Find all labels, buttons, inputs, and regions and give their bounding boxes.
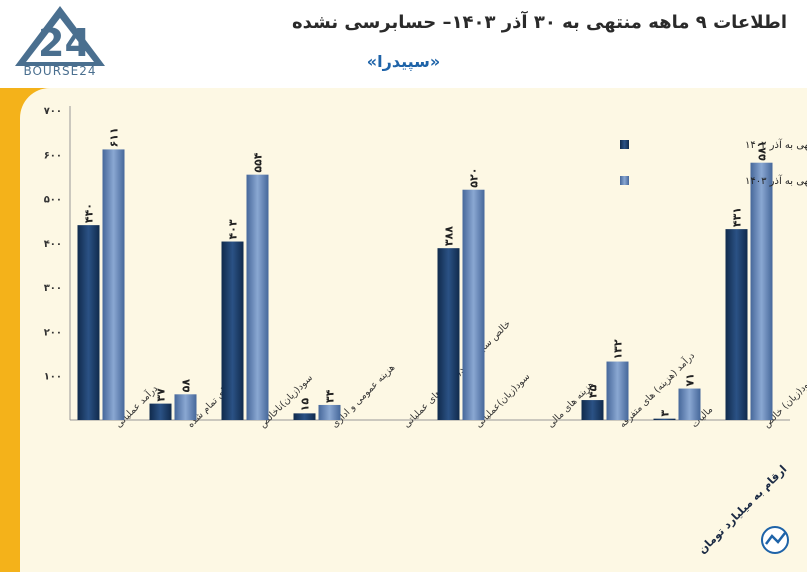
bar bbox=[221, 241, 244, 420]
bar bbox=[750, 162, 773, 420]
trend-arrow-icon bbox=[765, 532, 786, 545]
chart-legend: عملکرد منتهی به آذر ۱۴۰۲ عملکرد منتهی به … bbox=[620, 138, 807, 187]
legend-entry: عملکرد منتهی به آذر ۱۴۰۲ bbox=[745, 138, 807, 151]
bar bbox=[581, 400, 604, 420]
data-label: ۴۵ bbox=[587, 384, 600, 398]
bar bbox=[293, 413, 316, 420]
svg-text:24: 24 bbox=[38, 21, 91, 65]
bar bbox=[149, 403, 172, 420]
page-title: اطلاعات ۹ ماهه منتهی به ۳۰ آذر ۱۴۰۳– حسا… bbox=[292, 12, 787, 33]
y-tick-label: ۴۰۰ bbox=[44, 239, 62, 250]
bar bbox=[462, 189, 485, 420]
bar bbox=[653, 418, 676, 420]
data-label: ۱۵ bbox=[299, 398, 312, 412]
bar bbox=[725, 229, 748, 420]
y-tick-label: ۶۰۰ bbox=[44, 150, 62, 161]
bar bbox=[318, 404, 341, 420]
data-label: ۴۳۱ bbox=[731, 207, 744, 227]
legend-swatch bbox=[620, 140, 629, 149]
bar bbox=[678, 388, 701, 420]
data-label: ۴۴۰ bbox=[83, 203, 96, 223]
data-label: ۳ bbox=[659, 410, 672, 417]
logo-text: BOURSE24 bbox=[23, 64, 97, 78]
data-label: ۷۱ bbox=[684, 373, 697, 386]
bar bbox=[437, 248, 460, 420]
header: 24 BOURSE24 اطلاعات ۹ ماهه منتهی به ۳۰ آ… bbox=[0, 0, 807, 88]
data-label: ۳۴ bbox=[324, 389, 337, 403]
bar bbox=[606, 361, 629, 420]
data-label: ۳۸۸ bbox=[443, 226, 456, 246]
bar bbox=[77, 225, 100, 420]
y-tick-label: ۲۰۰ bbox=[44, 327, 62, 338]
data-label: ۴۰۳ bbox=[227, 219, 240, 239]
data-label: ۵۲۰ bbox=[468, 168, 481, 188]
y-tick-label: ۷۰۰ bbox=[44, 106, 62, 117]
data-label: ۵۵۴ bbox=[252, 152, 265, 172]
data-label: ۱۳۲ bbox=[612, 339, 625, 359]
bar bbox=[246, 174, 269, 420]
unit-note-corner: ارقام به میلیارد تومان bbox=[680, 445, 807, 572]
data-label: ۶۱۱ bbox=[108, 127, 121, 147]
chart-panel bbox=[20, 88, 807, 572]
data-label: ۵۸۱ bbox=[756, 141, 769, 161]
page-subtitle: «سپیدرا» bbox=[366, 52, 441, 71]
y-tick-label: ۵۰۰ bbox=[44, 195, 62, 206]
data-label: ۳۷ bbox=[155, 388, 168, 402]
chart-bars: ۴۴۰ ۶۱۱ ۳۷ ۵۸ ۴۰۳ ۵۵۴ ۱۵ ۳۴ ۳۸۸ ۵۲۰ ۴۵ ۱۳۲ ۳ ۷۱ ۴۳۱ ۵۸۱ bbox=[77, 127, 773, 420]
bar bbox=[102, 149, 125, 420]
y-tick-label: ۱۰۰ bbox=[44, 372, 62, 383]
data-label: ۵۸ bbox=[180, 379, 193, 393]
legend-swatch bbox=[620, 176, 629, 185]
bourse24-logo: 24 bbox=[15, 6, 105, 66]
legend-entry: عملکرد منتهی به آذر ۱۴۰۳ bbox=[745, 174, 807, 187]
bar bbox=[174, 394, 197, 420]
y-tick-label: ۳۰۰ bbox=[44, 283, 62, 294]
